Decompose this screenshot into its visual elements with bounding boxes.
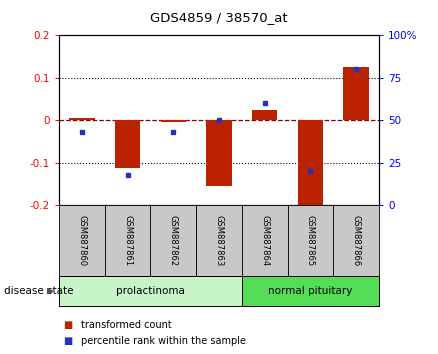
Text: GSM887864: GSM887864: [260, 215, 269, 266]
Bar: [69, 118, 95, 120]
Bar: [343, 67, 369, 120]
Bar: [161, 120, 186, 122]
Text: prolactinoma: prolactinoma: [116, 286, 185, 296]
Text: GSM887862: GSM887862: [169, 215, 178, 266]
Bar: [115, 120, 140, 169]
Text: normal pituitary: normal pituitary: [268, 286, 353, 296]
Text: GSM887861: GSM887861: [123, 215, 132, 266]
Text: ■: ■: [64, 336, 73, 346]
Text: GSM887866: GSM887866: [352, 215, 360, 266]
Text: GSM887865: GSM887865: [306, 215, 315, 266]
Text: percentile rank within the sample: percentile rank within the sample: [81, 336, 246, 346]
Text: GSM887860: GSM887860: [78, 215, 86, 266]
Text: GSM887863: GSM887863: [215, 215, 223, 266]
Text: ■: ■: [64, 320, 73, 330]
Text: GDS4859 / 38570_at: GDS4859 / 38570_at: [150, 11, 288, 24]
Text: transformed count: transformed count: [81, 320, 172, 330]
Bar: [298, 120, 323, 207]
Bar: [252, 110, 277, 120]
Text: disease state: disease state: [4, 286, 74, 296]
Bar: [206, 120, 232, 186]
